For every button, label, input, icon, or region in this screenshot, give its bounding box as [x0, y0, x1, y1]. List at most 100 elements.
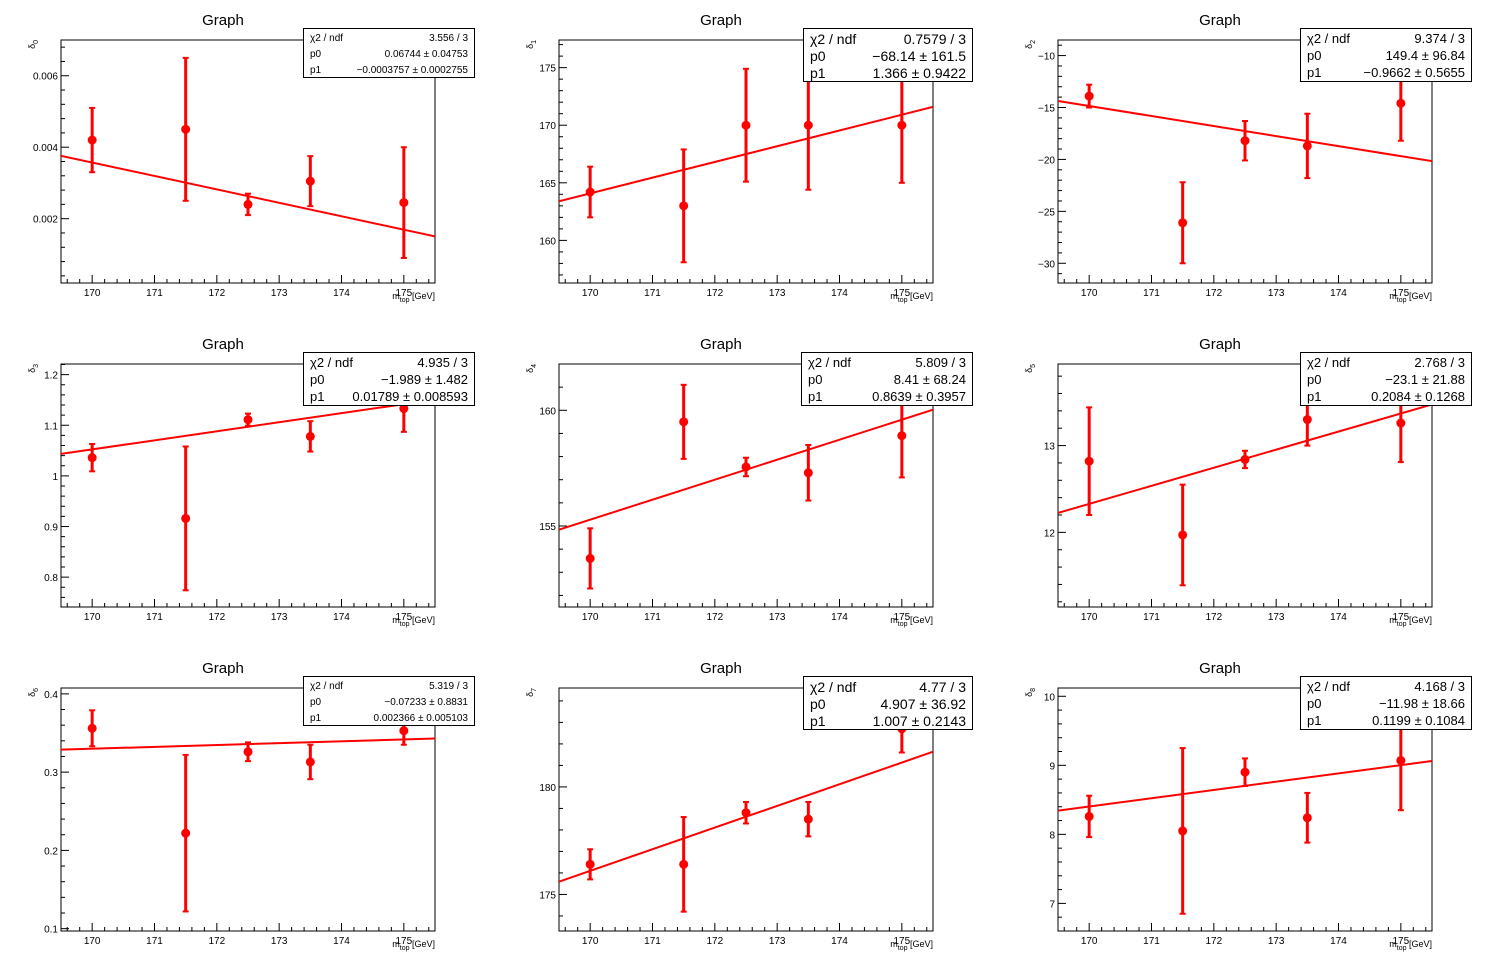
plot-frame [1057, 363, 1433, 608]
data-point [1240, 767, 1250, 777]
plot-title: Graph [700, 660, 742, 677]
fit-stats-box: χ2 / ndf 3.556 / 3 p0 0.06744 ± 0.04753 p1 −0… [303, 28, 475, 78]
fit-stat-row: χ2 / ndf 2.768 / 3 [1307, 355, 1465, 371]
plot-title: Graph [202, 336, 244, 353]
x-tick-label: 170 [582, 612, 599, 623]
data-point-group [1178, 483, 1188, 587]
y-tick-label: 0.004 [33, 143, 58, 154]
x-tick-label: 175 [893, 612, 910, 623]
x-tick-label: 172 [208, 936, 225, 947]
plot-panel-4: Graph 170 171 172 173 174 175 155 160 mtop [GeV] δ… [525, 336, 934, 628]
y-tick-label: −25 [1038, 207, 1055, 218]
x-tick-label: 172 [1205, 612, 1222, 623]
data-point [1396, 755, 1406, 765]
x-axis-label-main: m [890, 939, 898, 949]
y-tick-label: −10 [1038, 52, 1055, 63]
x-tick-label: 173 [769, 288, 786, 299]
x-tick-label: 170 [1081, 288, 1098, 299]
fit-stat-key: p0 [1307, 372, 1322, 387]
fit-stat-value: 5.319 / 3 [429, 681, 468, 692]
y-tick-label: 175 [539, 890, 556, 901]
fit-stat-row: p1 0.002366 ± 0.005103 [310, 713, 468, 729]
x-axis-label-sub: top [898, 297, 908, 304]
data-point-group [679, 816, 689, 913]
data-point-group [181, 56, 191, 202]
x-axis-label-unit: [GeV] [409, 615, 435, 625]
fit-stat-key: p0 [310, 697, 322, 708]
y-tick-label: 0.3 [44, 768, 58, 779]
y-axis-label-sub: 7 [531, 688, 538, 692]
fit-stat-row: χ2 / ndf 4.168 / 3 [1307, 679, 1465, 695]
fit-stat-key: p0 [1307, 48, 1322, 63]
data-point-group [585, 165, 595, 219]
y-tick-label: 13 [1044, 442, 1056, 453]
fit-stat-key: p1 [1307, 389, 1322, 404]
x-axis-label-sub: top [400, 297, 410, 304]
data-point [803, 120, 813, 130]
x-tick-label: 170 [582, 288, 599, 299]
data-point-group [741, 800, 751, 825]
x-axis-label-sub: top [400, 945, 410, 952]
data-point [1396, 418, 1406, 428]
y-tick-label: 9 [1049, 761, 1055, 772]
fit-stat-row: p1 0.8639 ± 0.3957 [808, 389, 966, 405]
x-axis-label: mtop [GeV] [1389, 291, 1432, 304]
x-tick-label: 175 [1392, 288, 1409, 299]
data-point [1240, 136, 1250, 146]
data-point-group [305, 155, 315, 208]
fit-stat-value: −23.1 ± 21.88 [1385, 372, 1465, 387]
fit-stat-key: p1 [310, 713, 322, 724]
data-point-group [1240, 449, 1250, 470]
data-point [679, 417, 689, 427]
y-axis-label: δ1 [525, 40, 538, 49]
x-axis-label: mtop [GeV] [890, 615, 933, 628]
fit-stat-value: 0.002366 ± 0.005103 [373, 713, 468, 724]
data-point [181, 124, 191, 134]
data-point [87, 453, 97, 463]
fit-stat-key: p0 [1307, 696, 1322, 711]
x-tick-label: 171 [644, 288, 661, 299]
plot-panel-2: Graph 170 171 172 173 174 175 −30 −25 −20 −15 −10 mt… [1024, 12, 1433, 304]
fit-stat-row: χ2 / ndf 9.374 / 3 [1307, 31, 1465, 47]
x-tick-label: 173 [1268, 936, 1285, 947]
data-point-group [803, 800, 813, 838]
y-tick-label: 0.006 [33, 72, 58, 83]
data-point [585, 187, 595, 197]
y-tick-label: 1 [52, 472, 58, 483]
y-axis-label: δ0 [27, 40, 40, 49]
x-tick-label: 174 [333, 612, 350, 623]
fit-stat-value: 2.768 / 3 [1414, 355, 1465, 370]
fit-stat-row: p0 4.907 ± 36.92 [810, 696, 966, 712]
y-axis-label: δ7 [525, 688, 538, 697]
fit-stat-key: χ2 / ndf [810, 679, 857, 695]
fit-stat-row: p0 8.41 ± 68.24 [808, 372, 966, 388]
fit-stat-row: χ2 / ndf 5.809 / 3 [808, 355, 966, 371]
data-point-group [1178, 747, 1188, 915]
x-axis-label-sub: top [1397, 621, 1407, 628]
x-axis-label-main: m [1389, 615, 1397, 625]
x-tick-label: 171 [1143, 612, 1160, 623]
x-tick-label: 170 [1081, 612, 1098, 623]
data-point [897, 431, 907, 441]
y-tick-label: 8 [1049, 830, 1055, 841]
x-axis-label-sub: top [898, 621, 908, 628]
fit-stat-key: p0 [810, 48, 826, 64]
data-point [181, 828, 191, 838]
data-point [243, 415, 253, 425]
fit-stat-value: 8.41 ± 68.24 [893, 372, 966, 387]
fit-stat-value: 149.4 ± 96.84 [1385, 48, 1465, 63]
data-point [1178, 218, 1188, 228]
x-axis-label: mtop [GeV] [1389, 939, 1432, 952]
data-point-group [181, 753, 191, 913]
fit-stat-row: χ2 / ndf 4.935 / 3 [310, 355, 468, 371]
plot-frame [558, 39, 934, 284]
y-axis-label-sub: 1 [531, 40, 538, 44]
x-tick-label: 170 [84, 936, 101, 947]
data-point-group [679, 383, 689, 460]
x-tick-label: 171 [146, 612, 163, 623]
x-tick-label: 175 [1392, 936, 1409, 947]
data-point-group [803, 444, 813, 502]
fit-stat-value: −68.14 ± 161.5 [872, 48, 966, 64]
x-tick-label: 173 [271, 612, 288, 623]
